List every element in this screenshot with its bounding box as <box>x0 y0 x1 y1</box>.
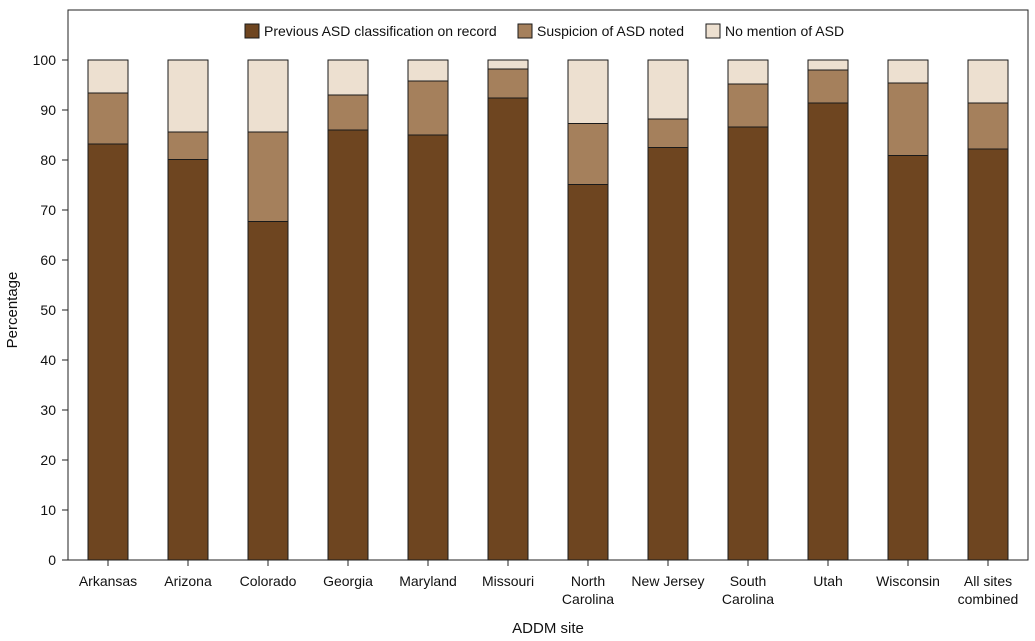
bar-north-carolina-no-mention-of-asd <box>567 59 609 124</box>
bar-georgia-previous-asd-classification-on-record <box>327 129 369 561</box>
y-tick-label: 50 <box>40 302 56 318</box>
bar-arkansas-previous-asd-classification-on-record <box>87 143 129 561</box>
y-tick-label: 10 <box>40 502 56 518</box>
legend-label-previous-asd-classification-on-record: Previous ASD classification on record <box>264 23 497 39</box>
bar-georgia-no-mention-of-asd <box>327 59 369 96</box>
legend-swatch-previous-asd-classification-on-record <box>244 23 260 39</box>
bar-north-carolina-suspicion-of-asd-noted <box>567 123 609 185</box>
y-tick-label: 70 <box>40 202 56 218</box>
bar-wisconsin-no-mention-of-asd <box>887 59 929 84</box>
bar-maryland-suspicion-of-asd-noted <box>407 80 449 136</box>
bar-missouri-previous-asd-classification-on-record <box>487 97 529 561</box>
bars <box>87 59 1009 561</box>
bar-colorado-previous-asd-classification-on-record <box>247 221 289 561</box>
x-tick-label-arizona: Arizona <box>164 573 212 589</box>
bar-arizona-previous-asd-classification-on-record <box>167 159 209 561</box>
x-tick-label-north-carolina: North Carolina <box>562 573 614 607</box>
plot-frame <box>67 9 1029 561</box>
bar-arkansas-no-mention-of-asd <box>87 59 129 94</box>
bar-georgia-suspicion-of-asd-noted <box>327 94 369 131</box>
legend-label-suspicion-of-asd-noted: Suspicion of ASD noted <box>537 23 684 39</box>
x-axis-title: ADDM site <box>512 620 584 637</box>
y-axis: 0 10 20 30 40 50 60 70 80 90 100 <box>33 52 68 568</box>
x-tick-label-new-jersey: New Jersey <box>631 573 704 589</box>
y-tick-label: 30 <box>40 402 56 418</box>
bar-arizona-no-mention-of-asd <box>167 59 209 133</box>
x-tick-label-wisconsin: Wisconsin <box>876 573 940 589</box>
bar-wisconsin-previous-asd-classification-on-record <box>887 155 929 561</box>
bar-missouri-suspicion-of-asd-noted <box>487 68 529 99</box>
bar-arizona-suspicion-of-asd-noted <box>167 131 209 160</box>
x-tick-label-colorado: Colorado <box>240 573 297 589</box>
bar-south-carolina-previous-asd-classification-on-record <box>727 126 769 561</box>
bar-north-carolina-previous-asd-classification-on-record <box>567 184 609 561</box>
bar-new-jersey-no-mention-of-asd <box>647 59 689 120</box>
bar-all-sites-combined-no-mention-of-asd <box>967 59 1009 104</box>
x-tick-label-south-carolina: South Carolina <box>722 573 774 607</box>
legend-swatch-suspicion-of-asd-noted <box>517 23 533 39</box>
bar-all-sites-combined-previous-asd-classification-on-record <box>967 148 1009 561</box>
bar-all-sites-combined-suspicion-of-asd-noted <box>967 102 1009 150</box>
legend: Previous ASD classification on record Sus… <box>244 23 844 39</box>
bar-utah-suspicion-of-asd-noted <box>807 69 849 104</box>
x-tick-label-arkansas: Arkansas <box>79 573 137 589</box>
x-tick-label-georgia: Georgia <box>323 573 373 589</box>
x-tick-label-utah: Utah <box>813 573 843 589</box>
legend-swatch-no-mention-of-asd <box>705 23 721 39</box>
bar-maryland-no-mention-of-asd <box>407 59 449 82</box>
bar-colorado-no-mention-of-asd <box>247 59 289 133</box>
bar-arkansas-suspicion-of-asd-noted <box>87 92 129 145</box>
y-tick-label: 90 <box>40 102 56 118</box>
y-tick-label: 40 <box>40 352 56 368</box>
bar-wisconsin-suspicion-of-asd-noted <box>887 82 929 156</box>
bar-maryland-previous-asd-classification-on-record <box>407 134 449 561</box>
y-tick-label: 100 <box>33 52 57 68</box>
legend-label-no-mention-of-asd: No mention of ASD <box>725 23 844 39</box>
x-tick-label-missouri: Missouri <box>482 573 534 589</box>
y-tick-label: 20 <box>40 452 56 468</box>
bar-utah-no-mention-of-asd <box>807 59 849 71</box>
y-axis-title: Percentage <box>4 272 21 349</box>
bar-south-carolina-suspicion-of-asd-noted <box>727 83 769 128</box>
y-tick-label: 80 <box>40 152 56 168</box>
bar-south-carolina-no-mention-of-asd <box>727 59 769 85</box>
y-tick-label: 0 <box>48 552 56 568</box>
x-axis: Arkansas Arizona Colorado Georgia Maryland Mi… <box>79 560 1019 607</box>
y-tick-label: 60 <box>40 252 56 268</box>
x-tick-label-maryland: Maryland <box>399 573 457 589</box>
bar-colorado-suspicion-of-asd-noted <box>247 131 289 222</box>
bar-new-jersey-suspicion-of-asd-noted <box>647 118 689 148</box>
bar-new-jersey-previous-asd-classification-on-record <box>647 147 689 561</box>
bar-utah-previous-asd-classification-on-record <box>807 102 849 561</box>
x-tick-label-all-sites-combined: All sites combined <box>958 573 1019 607</box>
bar-missouri-no-mention-of-asd <box>487 59 529 70</box>
